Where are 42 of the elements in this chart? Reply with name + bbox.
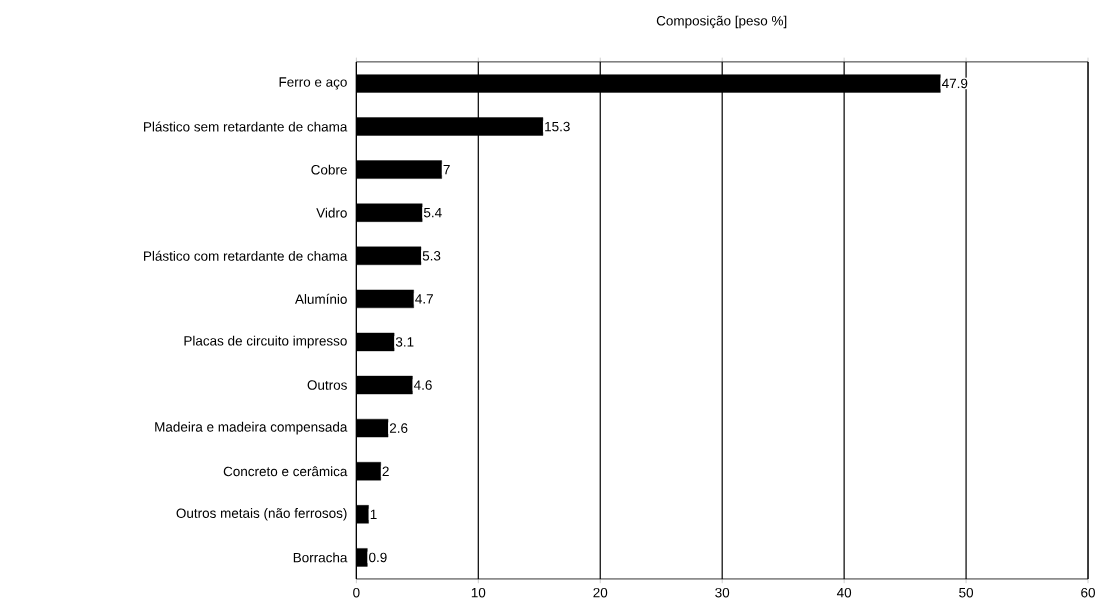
data-label: 47.9 [941,78,968,89]
y-tick-label: Plástico com retardante de chama [144,250,348,261]
bar [356,375,413,395]
data-label: 2.6 [389,423,408,433]
data-label: 4.7 [415,294,433,304]
bar [356,203,423,222]
y-tick-label: Plástico sem retardante de chama [144,121,348,132]
data-label: 5.4 [423,208,442,218]
x-tick-label: 20 [593,587,608,598]
data-label: 4.6 [413,380,432,390]
data-label: 15.3 [545,121,570,132]
x-tick-label: 40 [836,587,852,598]
y-tick-label: Concreto e cerâmica [223,466,348,477]
bar [356,505,369,524]
chart-title: Composição [peso %] [656,15,787,29]
y-tick-label: Outros metais (não ferrosos) [176,508,347,521]
y-tick-label: Madeira e madeira compensada [155,421,348,435]
x-tick-label: 50 [959,587,974,598]
data-label: 7 [443,165,450,175]
bar [356,246,422,265]
y-tick-label: Outros [307,380,347,390]
bar [356,418,389,438]
bar [356,548,368,567]
bar [356,289,414,309]
bar [356,462,381,481]
y-tick-label: Borracha [293,552,348,563]
y-tick-label: Vidro [316,207,347,218]
y-tick-label: Alumínio [295,293,347,304]
x-tick-label: 30 [715,587,730,598]
y-tick-label: Ferro e aço [279,77,347,90]
y-tick-label: Cobre [311,164,347,175]
data-label: 3.1 [395,337,414,347]
data-label: 1 [370,509,377,519]
y-tick-label: Placas de circuito impresso [184,335,347,349]
data-label: 5.3 [422,251,441,261]
data-label: 0.9 [369,552,387,563]
data-label: 2 [382,466,389,476]
bar [356,160,442,179]
x-tick-label: 60 [1081,587,1095,598]
x-tick-label: 10 [471,587,486,598]
x-tick-label: 0 [353,587,360,598]
bar [356,332,395,352]
